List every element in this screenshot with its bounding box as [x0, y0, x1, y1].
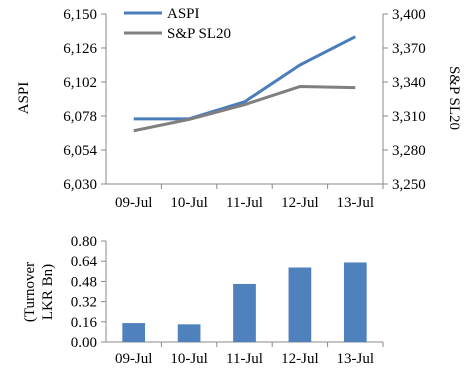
bar-10-jul — [177, 324, 201, 342]
line-chart: 6,030 6,054 6,078 6,102 6,126 6,150 3,250 3,28… — [16, 6, 462, 211]
bar-09-jul — [122, 323, 146, 342]
bar-axis-title: (Turnover LKR Bn) — [22, 262, 56, 322]
series-line-aspi — [133, 35, 356, 121]
line-right-tick-label: 3,250 — [392, 177, 426, 193]
bar-11-jul — [233, 283, 256, 342]
bar-axis-title-line-1: (Turnover — [22, 262, 38, 322]
line-right-tick-label: 3,280 — [392, 143, 426, 159]
bar-y-ticks: 0.00 0.16 0.32 0.48 0.64 0.80 — [71, 234, 106, 351]
bar-x-tick-label: 11-Jul — [226, 351, 263, 367]
line-right-tick-label: 3,370 — [392, 41, 426, 57]
bar-x-tick-label: 13-Jul — [337, 351, 375, 367]
line-left-tick-label: 6,054 — [63, 143, 97, 159]
line-x-tick-label: 13-Jul — [337, 195, 375, 211]
line-right-tick-label: 3,340 — [392, 75, 426, 91]
line-left-tick-label: 6,030 — [63, 177, 97, 193]
bar-y-tick-label: 0.32 — [71, 295, 97, 311]
line-left-axis-title: ASPI — [16, 82, 32, 115]
line-series-group — [133, 35, 356, 133]
line-left-tick-label: 6,126 — [63, 41, 97, 57]
line-right-axis-title: S&P SL20 — [446, 66, 462, 130]
line-left-tick-label: 6,078 — [63, 109, 97, 125]
line-x-ticks: 09-Jul 10-Jul 11-Jul 12-Jul 13-Jul — [115, 184, 384, 211]
bar-x-tick-label: 12-Jul — [281, 351, 319, 367]
legend-label-aspi: ASPI — [167, 6, 200, 22]
bar-y-tick-label: 0.16 — [71, 315, 98, 331]
bar-x-ticks: 09-Jul 10-Jul 11-Jul 12-Jul 13-Jul — [115, 342, 384, 367]
bar-axis-title-line-2: LKR Bn) — [40, 264, 56, 320]
line-right-tick-label: 3,310 — [392, 109, 426, 125]
line-left-ticks: 6,030 6,054 6,078 6,102 6,126 6,150 — [63, 7, 106, 193]
line-right-ticks: 3,250 3,280 3,310 3,340 3,370 3,400 — [383, 7, 426, 193]
bar-y-tick-label: 0.64 — [71, 254, 98, 270]
line-x-tick-label: 12-Jul — [281, 195, 319, 211]
line-x-tick-label: 11-Jul — [226, 195, 263, 211]
line-x-tick-label: 09-Jul — [115, 195, 153, 211]
bar-y-tick-label: 0.48 — [71, 274, 97, 290]
legend-label-sp-sl20: S&P SL20 — [167, 26, 231, 42]
line-left-tick-label: 6,150 — [63, 7, 97, 23]
bar-x-tick-label: 10-Jul — [170, 351, 208, 367]
bar-marks-group — [122, 262, 367, 342]
line-left-tick-label: 6,102 — [63, 75, 97, 91]
line-x-tick-label: 10-Jul — [170, 195, 208, 211]
bar-y-tick-label: 0.00 — [71, 335, 97, 351]
series-line-s-p-sl20 — [133, 85, 356, 133]
bar-12-jul — [288, 267, 312, 342]
bar-chart: 0.00 0.16 0.32 0.48 0.64 0.80 09-Jul 10-Jul 11-… — [22, 234, 384, 367]
line-right-tick-label: 3,400 — [392, 7, 426, 23]
line-legend: ASPI S&P SL20 — [124, 6, 231, 42]
bar-y-tick-label: 0.80 — [71, 234, 97, 250]
bar-x-tick-label: 09-Jul — [115, 351, 153, 367]
bar-13-jul — [343, 262, 367, 342]
